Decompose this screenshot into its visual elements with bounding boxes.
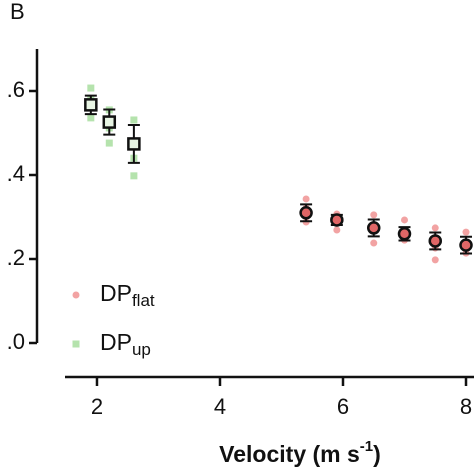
mean-point <box>127 137 141 151</box>
raw-point <box>370 239 378 247</box>
mean-point <box>84 98 98 112</box>
mean-point <box>299 206 313 220</box>
raw-point <box>333 226 341 234</box>
x-label-end: ) <box>373 441 381 467</box>
x-tick-label: 2 <box>91 394 103 419</box>
legend-label: DPflat <box>100 280 155 310</box>
raw-point <box>401 216 409 224</box>
mean-point <box>397 227 412 241</box>
mean-point <box>428 234 443 248</box>
mean-point <box>366 221 381 235</box>
legend-label: DPup <box>100 329 151 359</box>
mean-point <box>330 213 344 227</box>
x-tick-label: 8 <box>460 394 472 419</box>
panel-label: B <box>10 0 25 24</box>
raw-point <box>130 116 138 124</box>
y-tick-label: .6 <box>7 77 25 102</box>
legend-subscript: up <box>132 340 151 359</box>
raw-point <box>370 211 378 219</box>
legend-marker <box>72 340 80 348</box>
x-label-sup: -1 <box>360 438 373 455</box>
legend-marker <box>72 291 80 299</box>
y-tick-label: .2 <box>7 245 25 270</box>
x-axis-label: Velocity (m s-1) <box>219 438 381 467</box>
raw-point <box>87 114 95 122</box>
x-tick-label: 4 <box>214 394 226 419</box>
mean-point <box>459 238 473 252</box>
raw-point <box>302 195 310 203</box>
legend-subscript: flat <box>132 291 155 310</box>
mean-point <box>102 115 117 129</box>
x-tick-label: 6 <box>337 394 349 419</box>
raw-point <box>431 224 439 232</box>
raw-point <box>462 228 470 236</box>
legend-name: DP <box>100 280 132 306</box>
raw-point <box>130 172 138 180</box>
raw-point <box>431 256 439 264</box>
raw-point <box>87 84 95 92</box>
raw-point <box>105 139 113 147</box>
y-tick-label: .0 <box>7 329 25 354</box>
legend-name: DP <box>100 329 132 355</box>
x-label-main: Velocity (m s <box>219 441 360 467</box>
y-tick-label: .4 <box>7 161 25 186</box>
